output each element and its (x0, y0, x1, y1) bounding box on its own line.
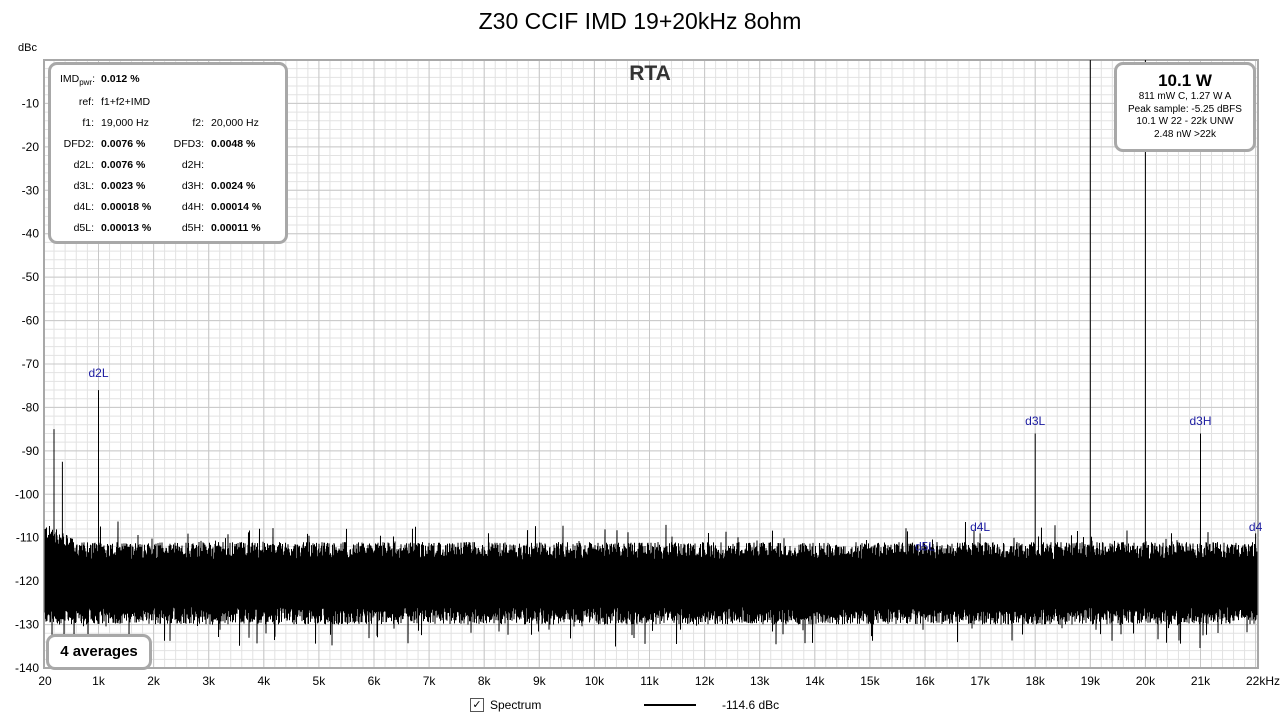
x-tick-label: 21k (1191, 674, 1211, 688)
harmonic-annotations: d2L d5L d4L d3L d3H d4 (88, 366, 1262, 554)
x-tick-label: 1k (92, 674, 106, 688)
d5h-label: d5H: (181, 222, 204, 234)
power-line-1: 811 mW C, 1.27 W A (1138, 91, 1232, 102)
legend-line-swatch (644, 704, 696, 706)
power-line-4: 2.48 nW >22k (1154, 128, 1216, 140)
x-tick-label: 20k (1136, 674, 1156, 688)
power-line-3: 10.1 W 22 - 22k UNW (1136, 116, 1234, 127)
x-tick-label: 20 (38, 674, 52, 688)
spectrum-series-line (44, 60, 1258, 649)
d3l-value: 0.0023 % (101, 180, 146, 192)
y-tick-label: -130 (15, 618, 39, 632)
y-tick-label: -100 (15, 487, 39, 501)
imd-stats-panel: IMDpwr: 0.012 % ref: f1+f2+IMD f1: 19,00… (48, 62, 288, 244)
rta-label: RTA (629, 62, 671, 85)
dfd3-label: DFD3: (173, 138, 204, 150)
x-tick-label: 7k (423, 674, 437, 688)
f1-value: 19,000 Hz (101, 117, 149, 129)
y-tick-label: -110 (16, 531, 39, 545)
d5l-label: d5L: (73, 222, 94, 234)
f2-value: 20,000 Hz (211, 117, 259, 129)
plot-frame (43, 59, 1259, 669)
y-tick-label: -40 (22, 227, 40, 241)
d2l-label: d2L: (73, 159, 94, 171)
harmonic-annotation: d4 (1249, 520, 1263, 534)
x-tick-label: 5k (313, 674, 327, 688)
power-line-2: Peak sample: -5.25 dBFS (1128, 103, 1242, 115)
imd-value: 0.012 % (101, 73, 140, 85)
x-tick-label: 22kHz (1246, 674, 1280, 688)
d3l-label: d3L: (73, 180, 94, 192)
x-tick-label: 18k (1026, 674, 1046, 688)
harmonic-annotation: d3H (1189, 414, 1211, 428)
x-tick-label: 14k (805, 674, 825, 688)
legend-cursor-value: -114.6 dBc (722, 698, 780, 712)
x-tick-label: 11k (640, 674, 659, 688)
power-main: 10.1 W (1158, 71, 1212, 90)
d3h-value: 0.0024 % (211, 180, 256, 192)
y-ticks: -10 -20 -30 -40 -50 -60 -70 -80 -90 -100 -110 -120 -… (15, 96, 39, 675)
x-tick-label: 12k (695, 674, 715, 688)
averages-badge: 4 averages (46, 634, 152, 670)
y-tick-label: -80 (22, 400, 40, 414)
d4h-value: 0.00014 % (211, 201, 262, 213)
x-tick-label: 10k (585, 674, 605, 688)
power-panel: 10.1 W 811 mW C, 1.27 W A Peak sample: -… (1114, 62, 1256, 152)
y-tick-label: -90 (22, 444, 40, 458)
y-tick-label: -10 (22, 96, 40, 110)
x-tick-label: 19k (1081, 674, 1101, 688)
chart-title: Z30 CCIF IMD 19+20kHz 8ohm (478, 8, 802, 34)
x-ticks: 20 1k 2k 3k 4k 5k 6k 7k 8k 9k 10k 11k 12k 13k 14k 15k 16… (38, 674, 1280, 688)
d5l-value: 0.00013 % (101, 222, 152, 234)
legend-series-name: Spectrum (490, 698, 542, 712)
dfd2-value: 0.0076 % (101, 138, 146, 150)
y-tick-label: -20 (22, 140, 40, 154)
d2h-label: d2H: (181, 159, 204, 171)
x-tick-label: 13k (750, 674, 770, 688)
x-tick-label: 8k (478, 674, 492, 688)
y-tick-label: -60 (22, 314, 40, 328)
y-tick-label: -120 (15, 574, 39, 588)
ref-value: f1+f2+IMD (101, 96, 151, 108)
x-tick-label: 6k (368, 674, 382, 688)
x-tick-label: 3k (202, 674, 216, 688)
harmonic-annotation: d5L (915, 540, 935, 554)
d4h-label: d4H: (181, 201, 204, 213)
y-tick-label: -30 (22, 183, 40, 197)
x-tick-label: 17k (970, 674, 990, 688)
d5h-value: 0.00011 % (211, 222, 261, 234)
dfd2-label: DFD2: (63, 138, 94, 150)
legend: ✓ Spectrum -114.6 dBc (470, 697, 810, 715)
y-tick-label: -70 (22, 357, 40, 371)
d4l-value: 0.00018 % (101, 201, 152, 213)
x-tick-label: 15k (860, 674, 880, 688)
d3h-label: d3H: (181, 180, 204, 192)
x-tick-label: 16k (915, 674, 935, 688)
d2l-value: 0.0076 % (101, 159, 146, 171)
harmonic-annotation: d3L (1025, 414, 1045, 428)
x-tick-label: 2k (147, 674, 161, 688)
imd-label: IMDpwr: (59, 73, 95, 88)
dfd3-value: 0.0048 % (211, 138, 256, 150)
f1-label: f1: (82, 117, 94, 129)
ref-label: ref: (78, 96, 94, 108)
y-tick-label: -50 (22, 270, 40, 284)
f2-label: f2: (192, 117, 204, 129)
x-tick-label: 9k (533, 674, 547, 688)
harmonic-annotation: d2L (88, 366, 108, 380)
y-tick-label: -140 (15, 661, 39, 675)
y-axis-label: dBc (18, 42, 37, 54)
x-tick-label: 4k (257, 674, 271, 688)
spectrum-checkbox[interactable]: ✓ (470, 698, 484, 712)
d4l-label: d4L: (73, 201, 94, 213)
harmonic-annotation: d4L (970, 520, 990, 534)
